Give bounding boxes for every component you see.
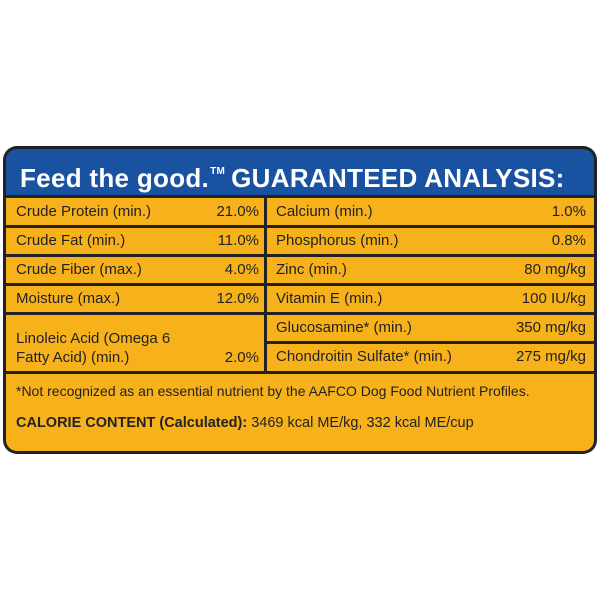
nutrient-row: Calcium (min.) 1.0% xyxy=(276,199,586,225)
header-title: GUARANTEED ANALYSIS: xyxy=(231,163,565,193)
row-divider xyxy=(267,312,594,315)
nutrient-label: Crude Protein (min.) xyxy=(16,203,152,220)
nutrient-label-line: Fatty Acid) (min.) xyxy=(16,349,130,366)
nutrient-label: Zinc (min.) xyxy=(276,261,347,278)
analysis-panel: Crude Protein (min.) 21.0% Crude Fat (mi… xyxy=(6,198,594,451)
guaranteed-analysis-label: Feed the good.TM GUARANTEED ANALYSIS: Cru… xyxy=(3,146,597,454)
linoleic-acid-label: Linoleic Acid (Omega 6 Fatty Acid) (min.… xyxy=(16,329,216,367)
nutrient-row: Crude Fiber (max.) 4.0% xyxy=(16,257,259,283)
row-divider xyxy=(6,254,594,257)
row-divider xyxy=(6,283,594,286)
nutrient-label-line: Linoleic Acid (Omega 6 xyxy=(16,330,171,347)
nutrient-row: Chondroitin Sulfate* (min.) 275 mg/kg xyxy=(276,344,586,370)
nutrient-row: Zinc (min.) 80 mg/kg xyxy=(276,257,586,283)
row-divider xyxy=(6,225,594,228)
calorie-content-value: 3469 kcal ME/kg, 332 kcal ME/cup xyxy=(247,415,474,431)
nutrient-row: Vitamin E (min.) 100 IU/kg xyxy=(276,286,586,312)
nutrient-label: Moisture (max.) xyxy=(16,290,121,307)
row-divider xyxy=(267,341,594,344)
calorie-content-label: CALORIE CONTENT (Calculated): xyxy=(16,415,248,431)
nutrient-row: Moisture (max.) 12.0% xyxy=(16,286,259,312)
nutrient-row: Crude Fat (min.) 11.0% xyxy=(16,228,259,254)
nutrient-label: Vitamin E (min.) xyxy=(276,290,383,307)
row-divider xyxy=(6,312,264,315)
nutrient-value: 4.0% xyxy=(224,261,259,278)
nutrient-label: Crude Fat (min.) xyxy=(16,232,126,249)
nutrient-value: 11.0% xyxy=(217,232,259,249)
nutrient-value: 0.8% xyxy=(551,232,586,249)
footnote: *Not recognized as an essential nutrient… xyxy=(16,383,530,399)
trademark-mark: TM xyxy=(210,166,226,177)
nutrient-label: Crude Fiber (max.) xyxy=(16,261,142,278)
nutrient-value: 1.0% xyxy=(551,203,586,220)
nutrient-value: 275 mg/kg xyxy=(515,348,586,365)
nutrient-value: 100 IU/kg xyxy=(521,290,586,307)
nutrient-label: Chondroitin Sulfate* (min.) xyxy=(276,348,452,365)
brand-slogan: Feed the good. xyxy=(20,163,210,193)
section-divider xyxy=(6,371,594,374)
nutrient-value: 80 mg/kg xyxy=(524,261,586,278)
nutrient-row: Phosphorus (min.) 0.8% xyxy=(276,228,586,254)
label-header: Feed the good.TM GUARANTEED ANALYSIS: xyxy=(6,149,594,195)
nutrient-value: 350 mg/kg xyxy=(515,319,586,336)
nutrient-label: Calcium (min.) xyxy=(276,203,373,220)
linoleic-acid-value: 2.0% xyxy=(224,349,259,366)
nutrient-label: Phosphorus (min.) xyxy=(276,232,399,249)
calorie-content: CALORIE CONTENT (Calculated): 3469 kcal … xyxy=(16,415,474,431)
nutrient-row: Glucosamine* (min.) 350 mg/kg xyxy=(276,315,586,341)
nutrient-row: Crude Protein (min.) 21.0% xyxy=(16,199,259,225)
nutrient-value: 12.0% xyxy=(216,290,259,307)
column-divider xyxy=(264,198,267,371)
nutrient-label: Glucosamine* (min.) xyxy=(276,319,412,336)
nutrient-value: 21.0% xyxy=(216,203,259,220)
